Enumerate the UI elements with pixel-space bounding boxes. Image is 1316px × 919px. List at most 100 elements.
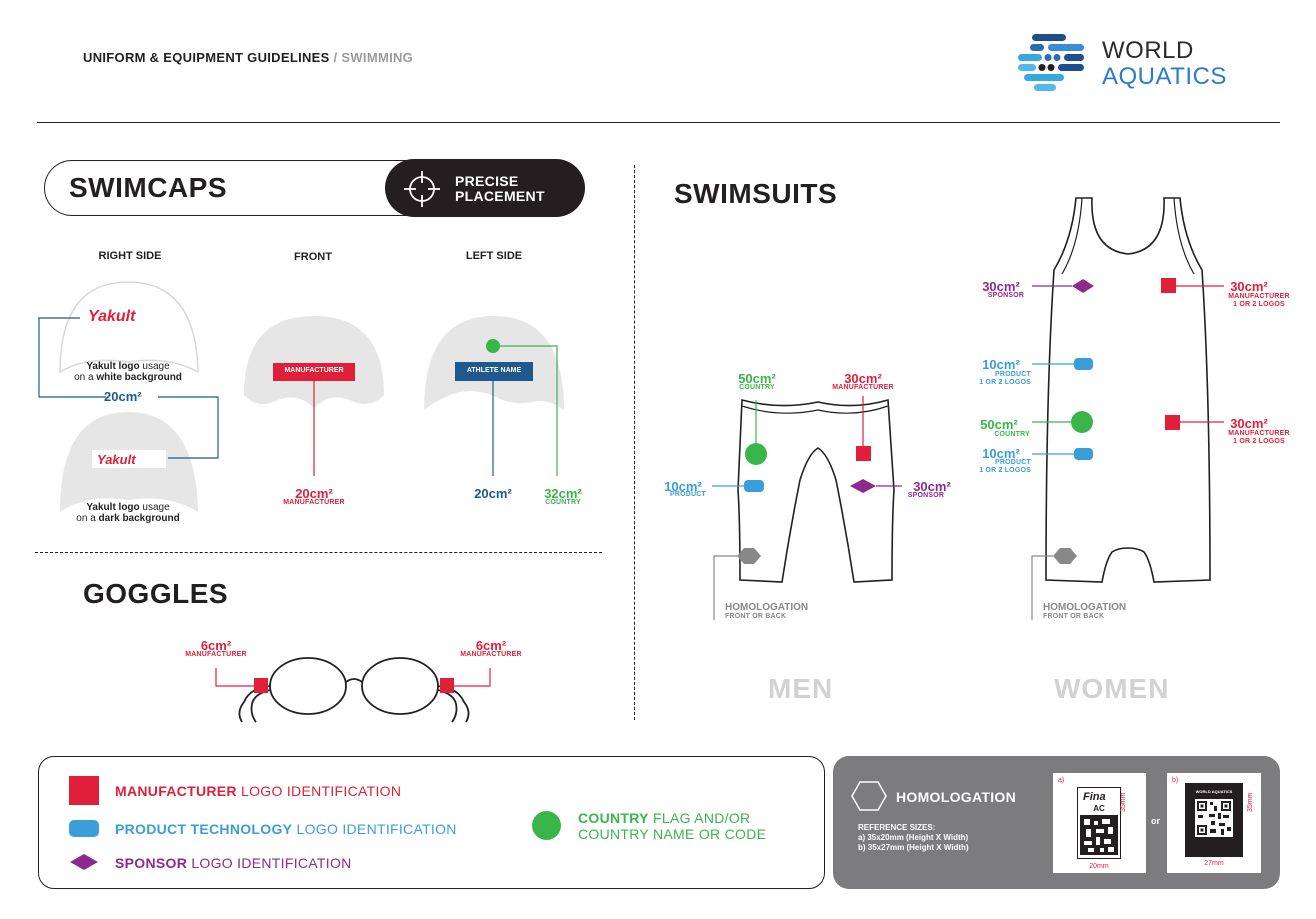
goggles-title: GOGGLES — [83, 578, 229, 609]
goggle-left-size: 6cm² — [200, 638, 232, 653]
women-product-zone-2 — [1074, 448, 1093, 460]
horizontal-divider — [35, 552, 602, 553]
men-caption: MEN — [768, 673, 834, 704]
card-b-letter: b) — [1172, 777, 1179, 784]
goggle-right-size: 6cm² — [475, 638, 507, 653]
country-legend-swatch — [532, 811, 561, 840]
country-zone-cap — [486, 339, 500, 353]
product-legend-swatch — [69, 820, 99, 837]
crosshair-icon — [404, 171, 440, 207]
col-left-side: LEFT SIDE — [465, 250, 523, 262]
or-text: or — [1151, 816, 1160, 826]
women-product-zone-1 — [1074, 358, 1093, 370]
women-manufacturer1-sub: 1 OR 2 LOGOS — [1233, 301, 1285, 308]
women-manufacturer-zone-2 — [1165, 415, 1180, 430]
women-sponsor-label: SPONSOR — [987, 292, 1025, 299]
reference-sizes: REFERENCE SIZES: a) 35x20mm (Height X Wi… — [858, 823, 969, 853]
women-product1-size: 10cm² — [982, 357, 1020, 372]
yakult-dark-badge — [92, 450, 166, 468]
swimsuits-title: SWIMSUITS — [674, 178, 838, 209]
women-suit — [1045, 197, 1211, 583]
women-sponsor-zone — [1072, 279, 1094, 293]
men-product-label: PRODUCT — [669, 491, 706, 498]
datamatrix-code-icon — [1080, 815, 1118, 855]
hexagon-icon — [851, 781, 887, 811]
legend-sponsor: SPONSOR LOGO IDENTIFICATION — [115, 855, 352, 871]
women-homologation: HOMOLOGATION — [1043, 602, 1127, 613]
swimcap-front — [244, 316, 384, 408]
vertical-divider — [634, 165, 635, 720]
card-b-brand: WORLD AQUATICS — [1195, 789, 1233, 794]
women-product1-sub: 1 OR 2 LOGOS — [979, 379, 1031, 386]
athlete-name-tag: ATHLETE NAME — [466, 367, 522, 374]
women-product2-sub: 1 OR 2 LOGOS — [979, 467, 1031, 474]
men-manufacturer-size: 30cm² — [844, 371, 882, 386]
manufacturer-legend-swatch — [69, 776, 99, 805]
men-homologation-zone — [737, 548, 761, 564]
fina-code: AC — [1093, 804, 1105, 813]
manufacturer-zone-front — [273, 363, 355, 381]
goggle-left-zone — [254, 678, 268, 693]
world-aquatics-wordmark: WORLD AQUATICS — [1102, 38, 1227, 90]
title-separator: / — [329, 50, 342, 65]
title-sub: SWIMMING — [341, 50, 414, 65]
women-product1-label: PRODUCT — [994, 371, 1031, 378]
men-sponsor-size: 30cm² — [913, 479, 951, 494]
women-manufacturer2-sub: 1 OR 2 LOGOS — [1233, 438, 1285, 445]
left-size-country: 32cm² — [544, 486, 582, 501]
col-right-side: RIGHT SIDE — [98, 250, 162, 262]
swimcap-right-white — [59, 281, 199, 374]
title-main: UNIFORM & EQUIPMENT GUIDELINES — [83, 50, 330, 65]
women-manufacturer1-label: MANUFACTURER — [1228, 293, 1290, 300]
women-manufacturer2-label: MANUFACTURER — [1228, 430, 1290, 437]
legend-manufacturer: MANUFACTURER LOGO IDENTIFICATION — [115, 783, 402, 799]
men-manufacturer-zone — [856, 446, 871, 461]
header-divider — [37, 122, 1280, 123]
women-product2-size: 10cm² — [982, 446, 1020, 461]
qr-code-icon — [1195, 799, 1233, 837]
yakult-logo-white: Yakult — [88, 308, 136, 325]
col-front: FRONT — [294, 251, 332, 263]
manufacturer-tag: MANUFACTURER — [284, 367, 344, 374]
men-homologation: HOMOLOGATION — [725, 602, 809, 613]
ref-b: b) 35x27mm (Height X Width) — [858, 843, 969, 852]
athlete-name-zone — [455, 362, 533, 381]
women-country-size: 50cm² — [980, 417, 1018, 432]
card-a-height: 35mm — [1120, 792, 1127, 812]
legend-product: PRODUCT TECHNOLOGY LOGO IDENTIFICATION — [115, 821, 457, 837]
goggles-drawing — [215, 657, 491, 723]
women-manufacturer1-size: 30cm² — [1230, 279, 1268, 294]
goggle-right-label: MANUFACTURER — [460, 651, 522, 658]
document-title: UNIFORM & EQUIPMENT GUIDELINES / SWIMMIN… — [83, 50, 413, 65]
women-homologation-sub: FRONT OR BACK — [1043, 613, 1105, 620]
swimsuits-drawings — [712, 197, 1224, 620]
card-b-height: 35mm — [1247, 792, 1254, 812]
brand-line-2: AQUATICS — [1102, 63, 1227, 90]
men-sponsor-label: SPONSOR — [907, 492, 945, 499]
swimcaps-drawings — [38, 281, 564, 512]
yakult-logo-dark: Yakult — [97, 452, 136, 467]
women-product2-label: PRODUCT — [994, 459, 1031, 466]
homologation-title: HOMOLOGATION — [896, 789, 1016, 805]
men-country-label: COUNTRY — [739, 384, 775, 391]
men-product-size: 10cm² — [664, 479, 702, 494]
card-a-letter: a) — [1058, 777, 1065, 784]
precise-placement-badge — [385, 159, 585, 217]
women-caption: WOMEN — [1054, 673, 1170, 704]
sponsor-legend-swatch — [70, 854, 98, 870]
precise-placement-text: PRECISE PLACEMENT — [455, 174, 545, 204]
men-country-size: 50cm² — [738, 371, 776, 386]
men-country-zone — [745, 443, 767, 465]
ref-title: REFERENCE SIZES: — [858, 823, 936, 832]
precise-line-1: PRECISE — [455, 173, 519, 189]
goggle-left-label: MANUFACTURER — [185, 651, 247, 658]
women-sponsor-size: 30cm² — [982, 279, 1020, 294]
goggle-right-zone — [440, 678, 454, 693]
women-manufacturer2-size: 30cm² — [1230, 416, 1268, 431]
yakult-dark-note: Yakult logo usage on a dark background — [76, 502, 180, 524]
precise-line-2: PLACEMENT — [455, 188, 545, 204]
legend-country: COUNTRY FLAG AND/OR COUNTRY NAME OR CODE — [578, 810, 767, 842]
women-homologation-zone — [1053, 548, 1077, 564]
front-size: 20cm² — [295, 486, 333, 501]
legend-box — [38, 756, 825, 889]
